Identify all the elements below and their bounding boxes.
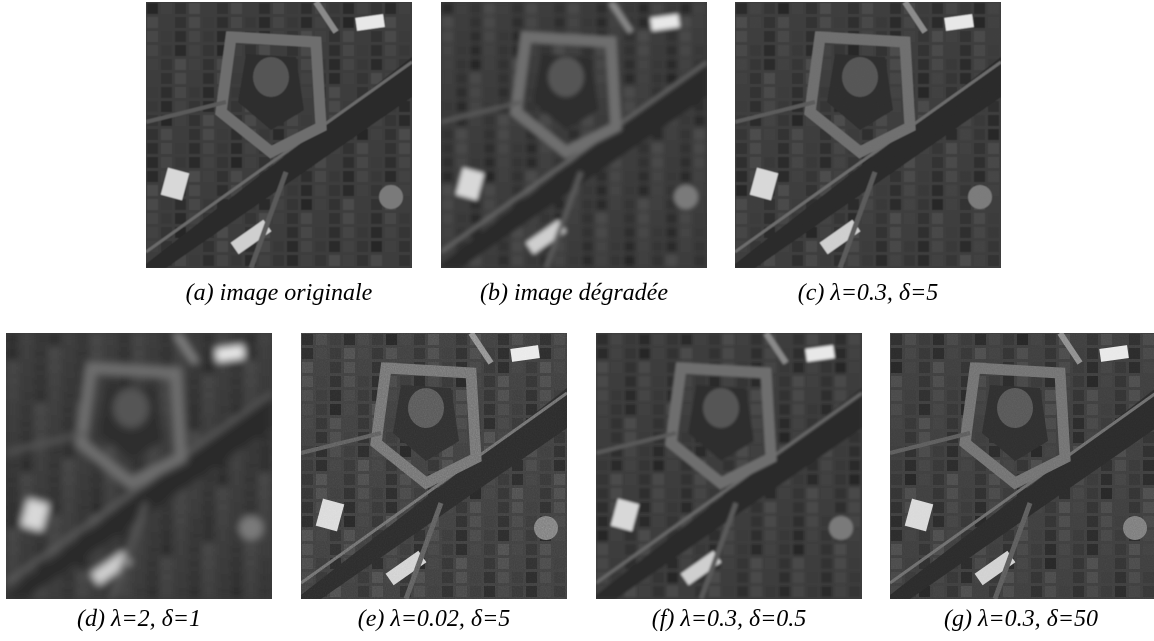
aerial-image-restored-f: [596, 333, 862, 599]
caption-b: (b) image dégradée: [480, 280, 668, 306]
caption-e: (e) λ=0.02, δ=5: [357, 606, 511, 632]
caption-d: (d) λ=2, δ=1: [77, 606, 201, 632]
aerial-image-original: [146, 2, 412, 268]
caption-g: (g) λ=0.3, δ=50: [944, 606, 1098, 632]
aerial-image-restored-d: [6, 333, 272, 599]
caption-c: (c) λ=0.3, δ=5: [797, 280, 939, 306]
aerial-image-restored-e: [301, 333, 567, 599]
caption-a: (a) image originale: [185, 280, 373, 306]
aerial-image-restored-g: [890, 333, 1154, 599]
aerial-image-degraded: [441, 2, 707, 268]
aerial-image-restored-c: [735, 2, 1001, 268]
caption-f: (f) λ=0.3, δ=0.5: [651, 606, 807, 632]
